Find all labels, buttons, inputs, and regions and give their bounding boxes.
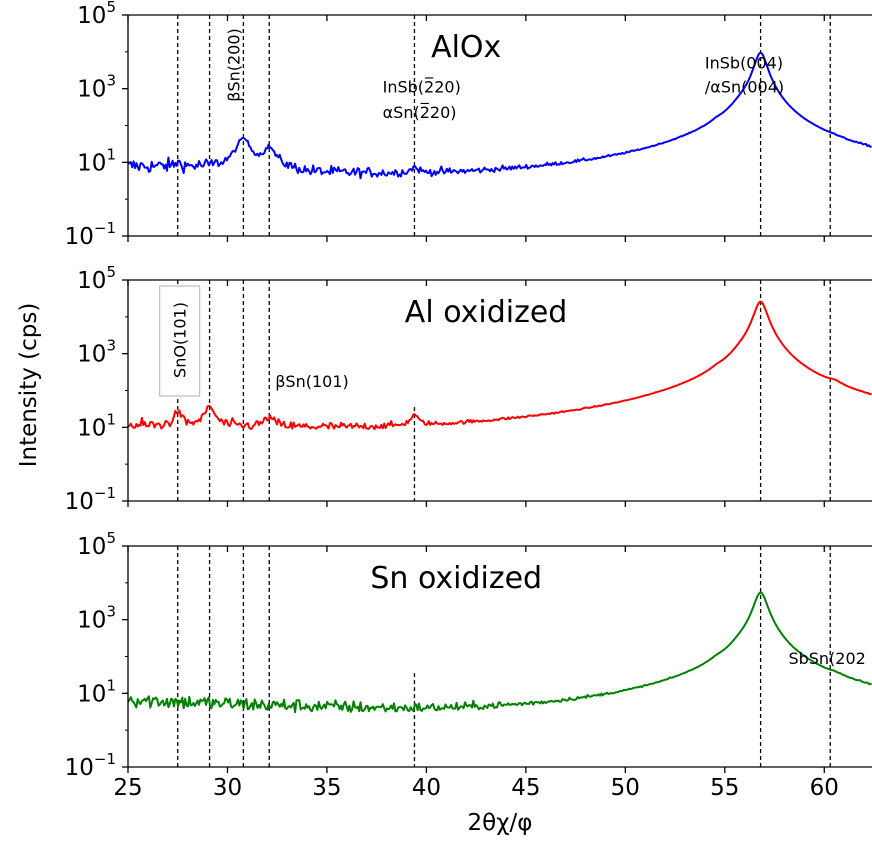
annotation-label: InSb(2̅20) [383,77,461,96]
x-tick-label: 35 [312,775,341,801]
panel-1: 10−1 101 103 105 Al oxidized SnO(101) βSn(101) [65,263,872,515]
x-tick-label: 50 [611,775,640,801]
x-tick-label: 40 [412,775,441,801]
series-line-2 [127,591,872,714]
panel-title: AlOx [431,30,501,65]
x-tick-label: 60 [810,775,839,801]
annotation-label: βSn(200) [224,28,243,102]
x-tick-label: 30 [213,775,242,801]
x-tick-label: 45 [511,775,540,801]
series-line-0 [127,51,872,180]
y-tick-label: 10−1 [65,750,116,781]
annotation-label: βSn(101) [275,372,349,391]
x-tick-label: 25 [113,775,142,801]
x-axis-title: 2θχ/φ [468,810,533,836]
annotation-label: αSn(2̅20) [383,103,457,122]
y-tick-label: 105 [77,529,116,560]
panel-title: Al oxidized [405,295,568,330]
annotation-label: InSb(004) [705,53,783,72]
y-axis-title: Intensity (cps) [16,303,42,468]
y-tick-label: 105 [77,0,116,29]
y-tick-label: 105 [77,263,116,294]
y-tick-label: 103 [77,72,116,103]
y-tick-label: 101 [77,676,116,707]
panel-0: 10−1 101 103 105 AlOx βSn(200) InSb(2̅20) αSn(2… [65,0,872,250]
series-line-1 [127,300,872,431]
panels-layer: 10−1 101 103 105 AlOx βSn(200) InSb(2̅20) αSn(2… [65,0,872,801]
annotation-label: /αSn(004) [705,77,784,96]
y-tick-label: 101 [77,145,116,176]
panel-title: Sn oxidized [370,561,542,596]
y-tick-label: 103 [77,603,116,634]
annotation-box [159,285,201,397]
annotation-label: SbSn(202 [788,649,865,668]
y-tick-label: 101 [77,410,116,441]
annotation-label: SnO(101) [171,302,190,378]
y-tick-label: 10−1 [65,219,116,250]
panel-2: 25 30 35 40 45 50 55 60 10−1 101 103 105 Sn oxidized… [65,529,872,801]
x-tick-label: 55 [710,775,739,801]
y-tick-label: 10−1 [65,484,116,515]
y-tick-label: 103 [77,337,116,368]
